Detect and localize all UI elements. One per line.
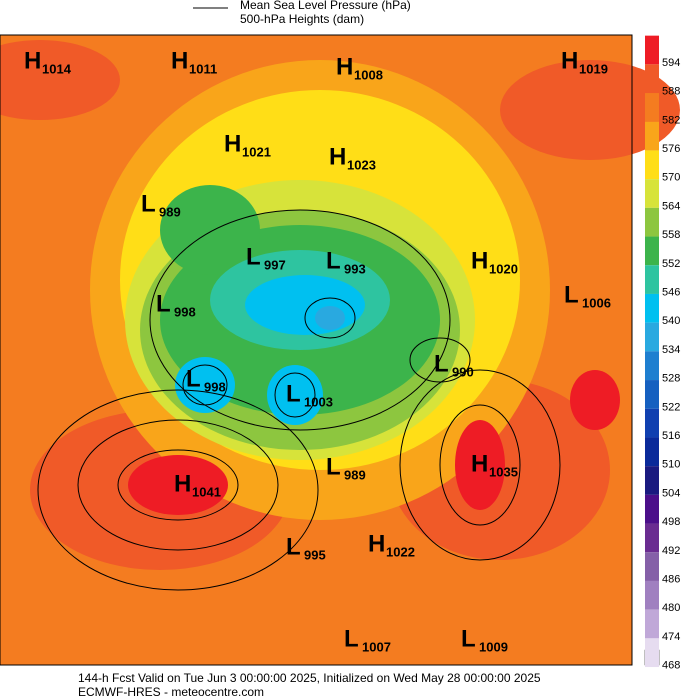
center-letter: H [329, 143, 346, 170]
colorbar-label: 588 [662, 86, 680, 98]
colorbar-swatch [645, 293, 659, 323]
center-value: 1006 [582, 295, 611, 310]
center-letter: L [326, 453, 341, 480]
center-value: 1008 [354, 67, 383, 82]
center-value: 1023 [347, 157, 376, 172]
center-letter: L [246, 243, 261, 270]
center-letter: H [336, 53, 353, 80]
colorbar-swatch [645, 236, 659, 266]
colorbar-label: 498 [662, 516, 680, 528]
center-value: 1022 [386, 544, 415, 559]
colorbar-label: 480 [662, 602, 680, 614]
colorbar-swatch [645, 552, 659, 581]
center-value: 989 [344, 467, 366, 482]
center-value: 998 [174, 304, 196, 319]
center-value: 1009 [479, 639, 508, 654]
colorbar-label: 576 [662, 143, 680, 155]
colorbar-label: 504 [662, 487, 680, 499]
colorbar-label: 522 [662, 401, 680, 413]
center-letter: H [174, 470, 191, 497]
center-letter: L [326, 247, 341, 274]
colorbar-label: 558 [662, 229, 680, 241]
colorbar-label: 570 [662, 172, 680, 184]
colorbar-label: 516 [662, 430, 680, 442]
colorbar-swatch [645, 523, 659, 553]
center-letter: L [434, 350, 449, 377]
center-value: 1011 [189, 61, 217, 76]
center-letter: H [561, 47, 578, 74]
colorbar-swatch [645, 466, 659, 495]
center-letter: L [344, 625, 359, 652]
colorbar-swatch [645, 351, 659, 381]
colorbar-label: 468 [662, 660, 680, 672]
center-letter: L [141, 190, 156, 217]
colorbar-label: 594 [662, 57, 680, 69]
center-letter: H [471, 450, 488, 477]
colorbar-swatch [645, 150, 659, 180]
colorbar-label: 546 [662, 287, 680, 299]
colorbar-swatch [645, 437, 659, 467]
center-value: 1021 [242, 144, 271, 159]
colorbar-label: 540 [662, 315, 680, 327]
footer-text: ECMWF-HRES - meteocentre.com [78, 685, 264, 699]
colorbar-label: 552 [662, 258, 680, 270]
colorbar-swatch [645, 580, 659, 610]
center-value: 995 [304, 547, 326, 562]
colorbar-label: 528 [662, 373, 680, 385]
footer-text: 144-h Fcst Valid on Tue Jun 3 00:00:00 2… [78, 671, 541, 685]
center-value: 990 [452, 364, 474, 379]
colorbar-label: 486 [662, 574, 680, 586]
colorbar-swatch [645, 93, 659, 122]
colorbar-label: 492 [662, 545, 680, 557]
center-value: 1019 [579, 61, 608, 76]
colorbar-swatch [645, 494, 659, 524]
legend-text: 500-hPa Heights (dam) [240, 12, 364, 26]
colorbar-swatch [645, 207, 659, 237]
colorbar-swatch [645, 638, 659, 668]
center-letter: H [471, 247, 488, 274]
colorbar-swatch [645, 380, 659, 409]
center-letter: H [224, 130, 241, 157]
center-value: 993 [344, 261, 366, 276]
center-value: 1014 [42, 61, 72, 76]
center-letter: L [461, 625, 476, 652]
colorbar-label: 564 [662, 200, 680, 212]
colorbar-swatch [645, 121, 659, 151]
colorbar-label: 582 [662, 114, 680, 126]
legend-text: Mean Sea Level Pressure (hPa) [240, 0, 411, 12]
colorbar-label: 510 [662, 459, 680, 471]
center-value: 1007 [362, 639, 391, 654]
center-value: 997 [264, 257, 286, 272]
colorbar-swatch [645, 179, 659, 208]
center-value: 998 [204, 379, 226, 394]
center-letter: H [24, 47, 41, 74]
colorbar-label: 534 [662, 344, 680, 356]
colorbar-swatch [645, 408, 659, 438]
center-letter: L [286, 533, 301, 560]
colorbar-swatch [645, 609, 659, 639]
center-letter: L [186, 365, 201, 392]
center-letter: L [564, 281, 579, 308]
center-value: 989 [159, 204, 181, 219]
center-value: 1003 [304, 394, 333, 409]
colorbar-label: 474 [662, 631, 680, 643]
center-letter: L [286, 380, 301, 407]
center-letter: L [156, 290, 171, 317]
center-value: 1020 [489, 261, 518, 276]
colorbar-swatch [645, 35, 659, 65]
colorbar-swatch [645, 265, 659, 294]
colorbar-swatch [645, 64, 659, 94]
center-value: 1035 [489, 464, 518, 479]
center-value: 1041 [192, 484, 221, 499]
center-letter: H [368, 530, 385, 557]
center-letter: H [171, 47, 188, 74]
colorbar-swatch [645, 322, 659, 352]
map-background [0, 34, 680, 666]
